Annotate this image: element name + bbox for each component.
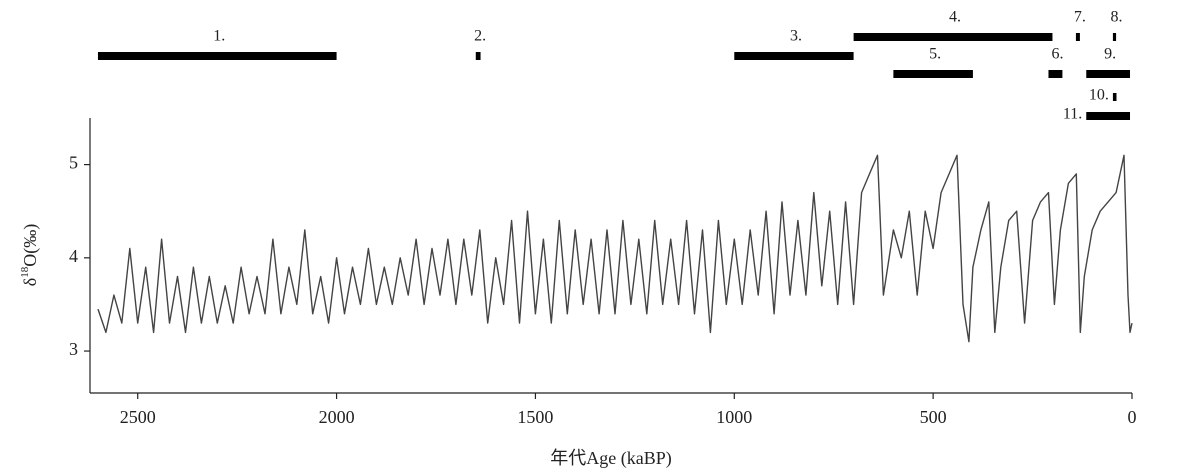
interval-bar (734, 52, 854, 60)
interval-label: 5. (929, 46, 941, 63)
interval-label: 8. (1111, 9, 1123, 26)
interval-bar (475, 52, 481, 60)
interval-label: 3. (790, 28, 802, 45)
interval-bar (1112, 93, 1117, 101)
interval-label: 2. (474, 28, 486, 45)
x-tick-label: 0 (1128, 407, 1137, 427)
data-line (97, 154, 1133, 343)
interval-label: 9. (1104, 46, 1116, 63)
y-label-symbol: δ (20, 278, 40, 286)
interval-label: 1. (213, 28, 225, 45)
interval-label: 7. (1074, 9, 1086, 26)
interval-bar (1112, 33, 1117, 41)
interval-label: 6. (1051, 46, 1063, 63)
interval-bar (1086, 70, 1131, 78)
y-tick-label: 4 (69, 246, 78, 266)
interval-bar (893, 70, 973, 78)
interval-bar (853, 33, 1053, 41)
interval-label: 11. (1063, 106, 1082, 123)
x-axis-label: 年代Age (kaBP) (550, 448, 671, 469)
interval-bar (1086, 112, 1131, 120)
interval-bar (1075, 33, 1080, 41)
y-label-text: O(‰) (20, 224, 41, 267)
x-tick-label: 2500 (120, 407, 156, 427)
y-label-superscript: 18 (19, 266, 31, 278)
y-axis-label: δ18O(‰) (19, 224, 42, 286)
x-tick-label: 2000 (319, 407, 355, 427)
interval-bar (1048, 70, 1063, 78)
x-tick-label: 1500 (517, 407, 553, 427)
interval-label: 10. (1089, 87, 1109, 104)
x-tick-label: 1000 (716, 407, 752, 427)
x-tick-label: 500 (920, 407, 947, 427)
y-tick-label: 5 (69, 153, 78, 173)
y-tick-label: 3 (69, 339, 78, 359)
interval-bar (97, 52, 337, 60)
interval-label: 4. (949, 9, 961, 26)
